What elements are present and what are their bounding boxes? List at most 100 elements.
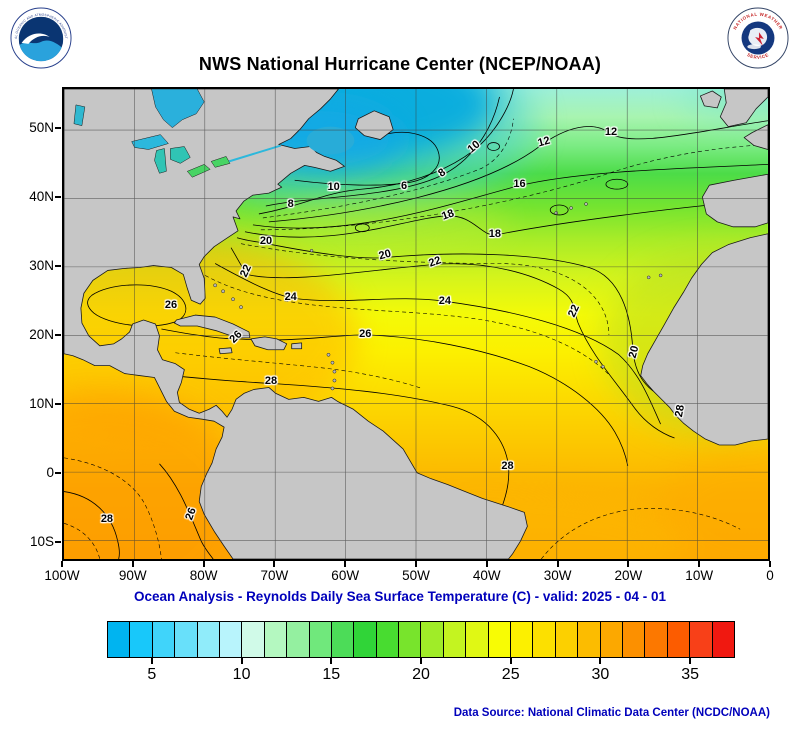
lat-tick-label: 30N: [29, 258, 54, 273]
gulf-of-st-lawrence: [306, 126, 355, 155]
lon-tick-label: 30W: [543, 568, 572, 583]
colorbar-segment: [690, 622, 713, 657]
colorbar-tick-label: 20: [412, 666, 430, 683]
lat-tick-label: 50N: [29, 120, 54, 135]
seagull-icon: [21, 33, 50, 44]
colorbar-segment: [421, 622, 444, 657]
data-source-text: Data Source: National Climatic Data Cent…: [453, 707, 770, 719]
colorbar-segment: [667, 622, 691, 657]
colorbar-tick-label: 15: [322, 666, 341, 683]
colorbar-segment: [287, 622, 310, 657]
colorbar-segment: [600, 622, 623, 657]
axis-tickmark: [55, 196, 61, 198]
hudson-bay: [151, 89, 205, 128]
axis-tickmark: [485, 561, 488, 567]
colorbar-tick-label: 10: [232, 666, 251, 683]
lake-ontario: [210, 156, 231, 168]
lake-erie: [186, 164, 211, 178]
nws-map-shape: [748, 27, 768, 47]
colorbar-segment: [354, 622, 377, 657]
colorbar-tick-label: 35: [681, 666, 700, 683]
lon-tick-label: 80W: [189, 568, 218, 583]
axis-tickmark: [61, 561, 63, 567]
colorbar-segment: [511, 622, 534, 657]
colorbar-tickmark: [420, 658, 422, 664]
colorbar-segment: [488, 622, 512, 657]
axis-tickmark: [55, 541, 61, 543]
hispaniola: [250, 336, 288, 351]
sst-map: 8 10 6 8 10 12 12 16 18 18 20 20 22 22 22 20 24 24 26 26 26 2…: [62, 87, 770, 561]
colorbar-tickmark: [150, 658, 153, 664]
colorbar-segment: [331, 622, 355, 657]
lon-tick-label: 0: [766, 568, 774, 583]
lightning-icon: [755, 32, 764, 46]
colorbar-segment: [466, 622, 489, 657]
lake-winnipeg: [73, 104, 86, 126]
lon-tick-label: 60W: [331, 568, 360, 583]
axis-tickmark: [55, 472, 61, 474]
axis-tickmark: [344, 561, 347, 567]
newfoundland: [354, 110, 394, 140]
colorbar-tickmark: [599, 658, 602, 664]
cuba: [173, 314, 251, 339]
isotherm-contours-dashed: [64, 118, 768, 559]
axis-tickmark: [698, 561, 701, 567]
colorbar-segment: [242, 622, 265, 657]
colorbar-segment: [443, 622, 467, 657]
lon-tick-label: 100W: [44, 568, 80, 583]
axis-tickmark: [55, 127, 61, 129]
colorbar-segment: [108, 622, 131, 657]
lat-tick-label: 10S: [29, 534, 54, 549]
axis-tickmark: [769, 561, 771, 567]
colorbar-tickmark: [509, 658, 512, 664]
lat-tick-label: 20N: [29, 327, 54, 342]
inland-waters: [73, 89, 282, 178]
colorbar-segment: [399, 622, 422, 657]
jamaica: [218, 347, 233, 355]
axis-tickmark: [131, 561, 134, 567]
land-masses: [64, 89, 768, 559]
lon-tick-label: 40W: [472, 568, 501, 583]
noaa-logo: NATIONAL OCEANIC AND ATMOSPHERIC ADMINIS…: [9, 4, 72, 69]
lat-tick-label: 40N: [29, 189, 54, 204]
colorbar-segment: [264, 622, 288, 657]
lat-tick-label: 10N: [29, 396, 54, 411]
lake-huron: [170, 146, 191, 164]
lon-tick-label: 70W: [260, 568, 289, 583]
iberia: [701, 173, 768, 228]
lon-tick-label: 90W: [118, 568, 147, 583]
colorbar-segment: [712, 622, 734, 657]
graticule-grid: [64, 89, 768, 559]
sst-map-graphic: [64, 89, 768, 559]
colorbar-segment: [175, 622, 198, 657]
britain: [719, 89, 768, 128]
lon-tick-label: 50W: [402, 568, 430, 583]
colorbar-tick-label: 30: [591, 666, 610, 683]
colorbar-segment: [555, 622, 579, 657]
noaa-emblem: [18, 16, 64, 62]
puerto-rico: [291, 342, 303, 350]
map-subtitle: Ocean Analysis - Reynolds Daily Sea Surf…: [134, 589, 666, 604]
ireland: [699, 90, 722, 109]
colorbar: [107, 621, 735, 658]
lon-tick-label: 20W: [614, 568, 643, 583]
colorbar-tickmark: [330, 658, 333, 664]
axis-tickmark: [273, 561, 276, 567]
axis-tickmark: [556, 561, 559, 567]
axis-tickmark: [55, 334, 61, 336]
france: [743, 124, 768, 150]
nws-seal-icon: NATIONAL WEATHER SERVICE: [727, 7, 789, 69]
nws-logo: NATIONAL WEATHER SERVICE: [727, 7, 789, 69]
st-lawrence-river: [228, 144, 282, 163]
axis-tickmark: [627, 561, 630, 567]
colorbar-tickmark: [240, 658, 243, 664]
axis-tickmark: [202, 561, 205, 567]
page-title: NWS National Hurricane Center (NCEP/NOAA…: [198, 54, 602, 74]
axis-tickmark: [55, 403, 61, 405]
colorbar-tick-label: 5: [147, 666, 157, 683]
nws-ring-text-bottom: SERVICE: [746, 52, 769, 60]
colorbar-segment: [219, 622, 243, 657]
lat-tick-label: 0: [46, 465, 54, 480]
colorbar-segment: [197, 622, 220, 657]
colorbar-segment: [309, 622, 332, 657]
